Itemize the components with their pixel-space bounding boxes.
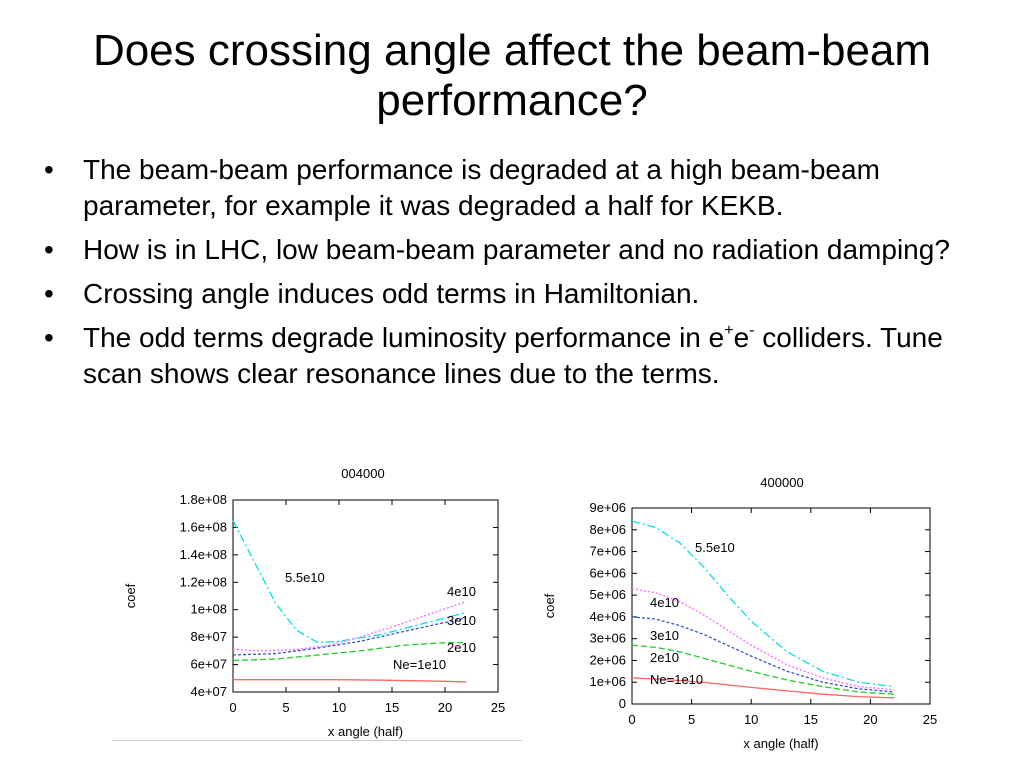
y-tick-label: 1.4e+08	[180, 547, 227, 562]
series-annotation: 4e10	[650, 595, 679, 610]
series-line	[232, 641, 467, 662]
series-annotation: 2e10	[650, 650, 679, 665]
series-line	[233, 679, 467, 683]
y-tick-label: 3e+06	[589, 631, 626, 646]
y-tick-label: 8e+06	[589, 522, 626, 537]
series-annotation: 5.5e10	[285, 570, 325, 585]
x-axis-label: x angle (half)	[743, 736, 818, 751]
y-tick-label: 4e+07	[190, 684, 227, 699]
series-line	[232, 600, 467, 652]
x-axis-label: x angle (half)	[328, 724, 403, 739]
chart-title: 004000	[341, 466, 384, 481]
series-line	[631, 677, 895, 699]
y-tick-label: 1e+06	[589, 674, 626, 689]
x-tick-label: 20	[438, 700, 452, 715]
x-tick-label: 5	[688, 712, 695, 727]
y-tick-label: 9e+06	[589, 500, 626, 515]
series-annotation: 4e10	[447, 584, 476, 599]
y-tick-label: 1.6e+08	[180, 519, 227, 534]
series-annotation: 3e10	[650, 628, 679, 643]
y-tick-label: 1.2e+08	[180, 574, 227, 589]
plot-frame	[232, 499, 499, 693]
bullet-text: How is in LHC, low beam-beam parameter a…	[83, 234, 950, 265]
y-axis-label: coef	[542, 593, 557, 618]
x-tick-label: 15	[385, 700, 399, 715]
x-tick-label: 25	[491, 700, 505, 715]
series-line	[232, 617, 467, 656]
bullet-text: e	[733, 322, 750, 353]
y-axis-label: coef	[123, 583, 138, 608]
bullet-list: The beam-beam performance is degraded at…	[42, 152, 1002, 400]
x-tick-label: 0	[229, 700, 236, 715]
x-tick-label: 5	[282, 700, 289, 715]
bullet-item: How is in LHC, low beam-beam parameter a…	[42, 232, 1002, 268]
bullet-text: The beam-beam performance is degraded at…	[83, 154, 880, 221]
x-tick-label: 25	[923, 712, 937, 727]
series-annotation: Ne=1e10	[393, 657, 446, 672]
x-tick-label: 10	[744, 712, 758, 727]
y-tick-label: 1.8e+08	[180, 492, 227, 507]
series-annotation: 3e10	[447, 613, 476, 628]
bullet-text: colliders. Tune scan shows clear resonan…	[83, 322, 943, 389]
chart-left-svg: 004000 0 5 10 15 20 25 4e+07 6e+07 8e+07 1e+08 1.2e…	[123, 466, 505, 739]
series-annotation: 5.5e10	[695, 540, 735, 555]
bullet-text: The odd terms degrade luminosity perform…	[83, 322, 725, 353]
x-tick-label: 0	[628, 712, 635, 727]
bullet-item: The odd terms degrade luminosity perform…	[42, 320, 1002, 392]
chart-title: 400000	[760, 475, 803, 490]
series-line	[631, 644, 895, 695]
y-tick-label: 8e+07	[190, 629, 227, 644]
y-tick-label: 0	[619, 696, 626, 711]
chart-left: 004000 0 5 10 15 20 25 4e+07 6e+07 8e+07 1e+08 1.2e…	[110, 462, 522, 747]
y-tick-label: 2e+06	[589, 652, 626, 667]
series-line	[631, 616, 895, 693]
superscript-plus: +	[724, 321, 734, 339]
bullet-text: Crossing angle induces odd terms in Hami…	[83, 278, 700, 309]
chart-right: 400000 0 5 10 15 20 25 0 1e+06 2e+06 3e+06 4e+06 5e+…	[540, 472, 960, 762]
bullet-item: The beam-beam performance is degraded at…	[42, 152, 1002, 224]
x-tick-label: 20	[863, 712, 877, 727]
series-line	[631, 587, 895, 691]
bullet-item: Crossing angle induces odd terms in Hami…	[42, 276, 1002, 312]
divider-line	[112, 740, 522, 741]
series-line	[232, 520, 467, 644]
y-tick-label: 1e+08	[190, 602, 227, 617]
x-tick-label: 15	[804, 712, 818, 727]
superscript-minus: -	[749, 321, 755, 339]
y-tick-label: 6e+07	[190, 657, 227, 672]
y-tick-label: 5e+06	[589, 587, 626, 602]
slide-title: Does crossing angle affect the beam-beam…	[92, 26, 932, 125]
series-annotation: 2e10	[447, 640, 476, 655]
series-line	[631, 520, 895, 688]
chart-right-svg: 400000 0 5 10 15 20 25 0 1e+06 2e+06 3e+06 4e+06 5e+…	[542, 475, 937, 751]
y-tick-label: 7e+06	[589, 544, 626, 559]
series-annotation: Ne=1e10	[650, 672, 703, 687]
y-tick-label: 6e+06	[589, 565, 626, 580]
x-tick-label: 10	[332, 700, 346, 715]
y-tick-label: 4e+06	[589, 609, 626, 624]
plot-frame	[631, 507, 931, 705]
